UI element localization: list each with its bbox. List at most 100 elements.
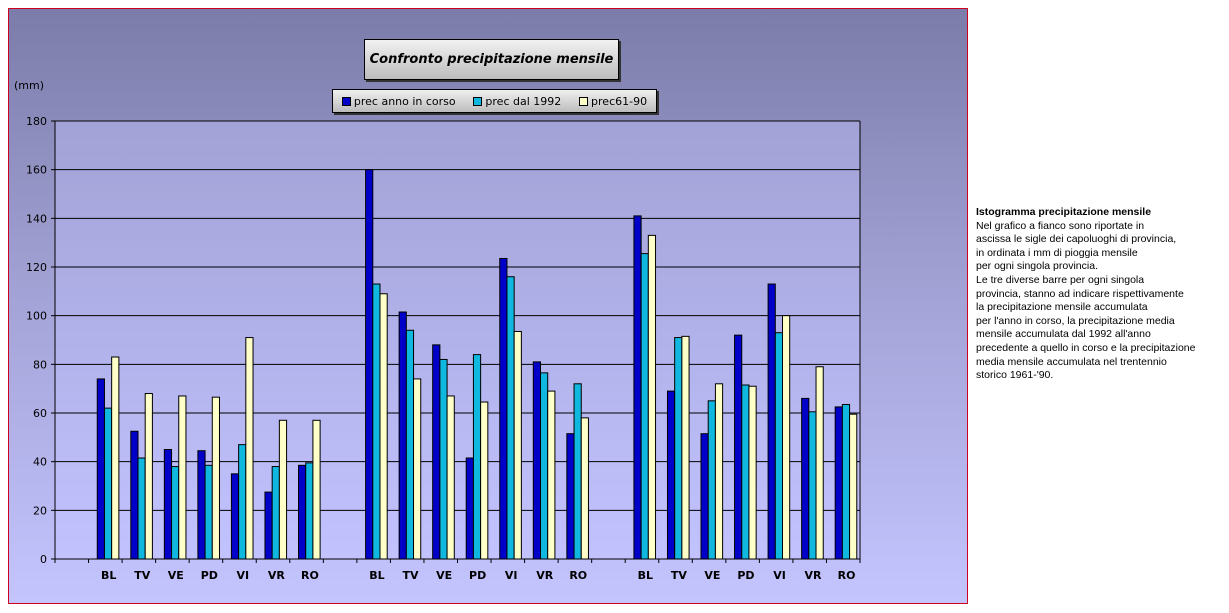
bar <box>506 276 515 560</box>
bar <box>197 450 206 560</box>
bar <box>230 473 240 560</box>
description-line: Nel grafico a fianco sono riportate in <box>976 219 1145 232</box>
bar <box>398 311 407 560</box>
description-line: provincia, stanno ad indicare rispettiva… <box>976 287 1184 300</box>
bar <box>849 413 858 560</box>
description-line: media mensile accumulata nel trentennio <box>976 355 1167 368</box>
description-line: in ordinata i mm di pioggia mensile <box>976 246 1138 259</box>
legend-label: prec61-90 <box>591 94 648 108</box>
bar <box>245 337 254 560</box>
bar <box>674 337 683 560</box>
bar <box>640 253 649 560</box>
bar <box>271 466 280 560</box>
x-tick-label: VR <box>805 569 823 582</box>
legend-item: prec61-90 <box>579 95 647 108</box>
bar <box>748 385 757 560</box>
bar <box>312 419 321 560</box>
bar <box>178 395 187 560</box>
x-tick-label: VE <box>436 569 452 582</box>
x-tick-label: VE <box>168 569 184 582</box>
plot-area: 0 20 40 60 80 100 120 140 160 180 BL TV VE PD VI VR RO BL… <box>26 115 861 582</box>
bar <box>566 433 575 560</box>
x-tick-label: BL <box>369 569 384 582</box>
legend-label: prec dal 1992 <box>485 94 562 108</box>
bar <box>540 372 549 560</box>
bar <box>815 366 824 560</box>
x-tick-label: VR <box>536 569 554 582</box>
x-tick-label: VI <box>773 569 786 582</box>
bar <box>144 393 153 560</box>
bar <box>547 390 556 560</box>
bar <box>446 395 455 560</box>
x-tick-label: RO <box>569 569 587 582</box>
bar <box>480 401 489 560</box>
bar <box>767 283 776 560</box>
description-line: la precipitazione mensile accumulata <box>976 301 1148 314</box>
y-tick-label: 20 <box>33 504 47 517</box>
legend-item: prec anno in corso <box>341 94 456 108</box>
legend-swatch <box>473 96 483 106</box>
description-line: per l'anno in corso, la precipitazione m… <box>976 314 1175 327</box>
bar <box>238 444 247 560</box>
bar <box>707 400 716 560</box>
bar <box>264 491 273 560</box>
bar <box>841 403 851 560</box>
chart-title: Confronto precipitazione mensile <box>364 39 619 80</box>
y-tick-label: 120 <box>26 261 47 274</box>
bar <box>472 354 482 560</box>
x-tick-label: BL <box>638 569 653 582</box>
bar <box>379 293 388 560</box>
bar <box>700 433 709 560</box>
bar <box>130 430 139 560</box>
bar <box>278 419 288 560</box>
description-line: Le tre diverse barre per ogni singola <box>976 273 1145 286</box>
description-line: precedente a quello in corso e la precip… <box>976 341 1196 354</box>
bar <box>298 464 307 560</box>
y-tick-label: 180 <box>26 115 47 128</box>
bar <box>532 361 542 560</box>
y-tick-label: 40 <box>33 456 47 469</box>
y-axis-label: (mm) <box>14 79 45 92</box>
bar <box>633 215 642 560</box>
bar <box>808 411 817 560</box>
bar <box>439 358 448 560</box>
y-tick-label: 60 <box>33 407 47 420</box>
y-tick-label: 160 <box>26 164 47 177</box>
bar <box>647 234 657 560</box>
description-line: storico 1961-'90. <box>976 369 1054 382</box>
x-tick-label: BL <box>101 569 116 582</box>
description-title: Istogramma precipitazione mensile <box>976 206 1152 218</box>
bar <box>781 315 791 560</box>
bar <box>774 332 783 560</box>
y-tick-label: 80 <box>33 358 47 371</box>
bar <box>714 383 724 560</box>
description-line: per ogni singola provincia. <box>976 260 1098 273</box>
bar <box>666 390 676 560</box>
chart-frame: 0 20 40 60 80 100 120 140 160 180 BL TV VE PD VI VR RO BL… <box>8 8 968 604</box>
bar <box>365 169 374 560</box>
legend-label: prec anno in corso <box>353 94 456 108</box>
bar <box>96 378 105 560</box>
bar <box>513 330 522 560</box>
x-tick-label: VI <box>505 569 518 582</box>
bar <box>801 397 810 560</box>
description-line: mensile accumulata dal 1992 all'anno <box>976 328 1151 341</box>
bar <box>137 457 146 560</box>
legend: prec anno in corso prec dal 1992 prec61-… <box>332 89 657 113</box>
bar <box>372 283 381 560</box>
bar <box>573 383 582 560</box>
x-tick-label: RO <box>301 569 319 582</box>
legend-item: prec dal 1992 <box>473 95 561 108</box>
bar <box>580 417 589 560</box>
y-tick-label: 0 <box>40 553 47 566</box>
bar <box>103 407 113 560</box>
x-tick-label: PD <box>469 569 486 582</box>
x-tick-label: TV <box>671 569 688 582</box>
x-tick-label: VE <box>704 569 720 582</box>
x-tick-label: TV <box>134 569 151 582</box>
bar <box>734 334 743 560</box>
bar <box>432 344 441 560</box>
legend-swatch <box>341 96 351 106</box>
legend-swatch <box>579 96 589 106</box>
y-tick-label: 100 <box>26 310 47 323</box>
